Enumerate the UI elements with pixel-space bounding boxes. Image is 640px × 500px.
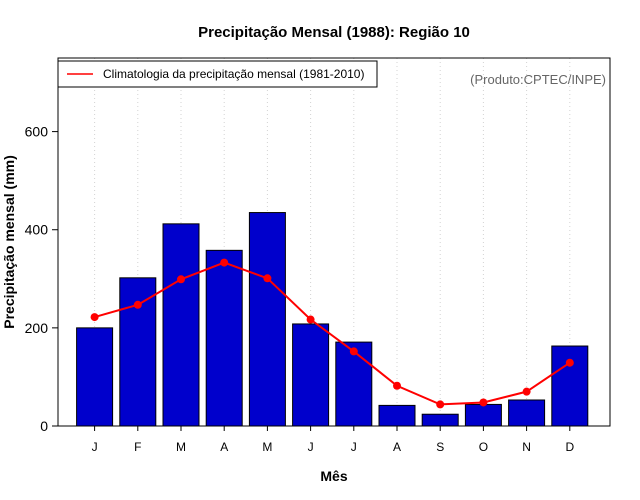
climatology-point (133, 300, 142, 309)
x-tick-label: M (176, 440, 186, 454)
bar (551, 345, 589, 427)
chart-title: Precipitação Mensal (1988): Região 10 (198, 24, 470, 41)
x-tick-label: A (220, 440, 228, 454)
climatology-point (436, 400, 445, 409)
x-tick-label: F (134, 440, 141, 454)
x-axis-label: Mês (320, 468, 347, 484)
x-tick-label: M (262, 440, 272, 454)
climatology-point (522, 387, 531, 396)
bar (162, 223, 200, 427)
y-tick-label: 600 (25, 124, 49, 140)
y-axis: 0 200 400 600 (25, 124, 58, 434)
climatology-point (177, 275, 185, 284)
x-tick-label: J (351, 440, 357, 454)
bar (76, 327, 114, 427)
legend-box (57, 60, 378, 88)
climatology-point (349, 347, 358, 356)
x-tick-label: O (479, 440, 488, 454)
climatology-line (94, 261, 571, 406)
climatology-point (306, 315, 315, 324)
climatology-point (393, 381, 401, 390)
bar (378, 404, 416, 427)
bar (335, 341, 373, 427)
climatology-point (479, 398, 488, 407)
plot-frame (57, 57, 611, 427)
climatology-point (263, 274, 272, 283)
x-tick-label: A (393, 440, 401, 454)
y-tick-label: 200 (25, 320, 49, 336)
x-tick-label: J (308, 440, 314, 454)
y-tick-label: 400 (25, 222, 49, 238)
bar (292, 323, 330, 427)
bar (119, 277, 157, 427)
x-tick-label: S (436, 440, 444, 454)
credit-text: (Produto:CPTEC/INPE) (470, 72, 606, 87)
x-tick-label: J (92, 440, 98, 454)
y-axis-label: Precipitação mensal (mm) (1, 155, 17, 329)
bar-series (76, 212, 589, 427)
bar (421, 413, 459, 427)
climatology-series (90, 258, 574, 409)
climatology-point (220, 258, 229, 267)
climatology-point (565, 358, 574, 367)
bar (508, 399, 546, 427)
legend-label: Climatologia da precipitação mensal (198… (103, 67, 364, 81)
y-tick-label: 0 (40, 418, 48, 434)
x-tick-label: N (522, 440, 531, 454)
bar (464, 403, 502, 427)
bar (248, 212, 286, 427)
x-tick-label: D (565, 440, 574, 454)
climatology-point (90, 313, 99, 322)
legend: Climatologia da precipitação mensal (198… (57, 60, 378, 88)
bar (205, 249, 243, 427)
